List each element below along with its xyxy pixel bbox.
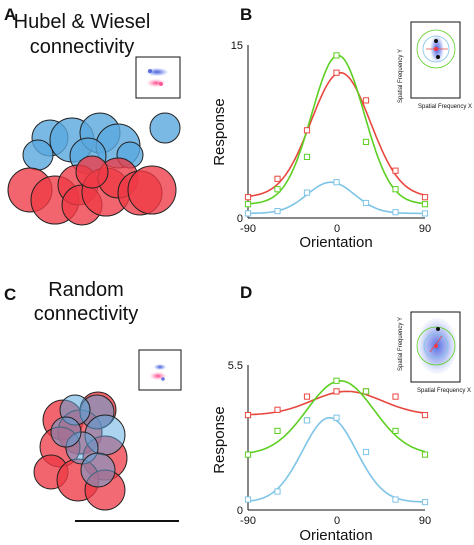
panel-d: D 5.5 0 -90 0 90 Orientation Response Sp… xyxy=(211,283,471,544)
marker-b-red-1 xyxy=(274,175,281,182)
x-tick-b-right: 90 xyxy=(419,223,431,235)
inset-d-x-label: Spatial Frequency X xyxy=(417,388,471,394)
marker-d-blue-0 xyxy=(244,496,252,503)
y-axis-title-d: Response xyxy=(211,406,228,474)
marker-b-green-4 xyxy=(362,138,370,146)
x-tick-b-mid: 0 xyxy=(334,223,340,235)
marker-b-blue-5 xyxy=(392,209,399,216)
y-axis-title-b: Response xyxy=(211,98,228,166)
marker-d-green-4 xyxy=(362,388,370,395)
panel-c: C Random connectivity xyxy=(4,279,182,522)
x-tick-d-mid: 0 xyxy=(334,515,340,527)
x-tick-d-right: 90 xyxy=(419,515,431,527)
panel-a-title-line1: Hubel & Wiesel xyxy=(14,11,151,33)
marker-b-blue-2 xyxy=(303,189,311,196)
marker-b-green-0 xyxy=(244,201,252,208)
marker-b-green-1 xyxy=(274,186,281,193)
marker-d-blue-6 xyxy=(421,499,429,506)
marker-b-green-5 xyxy=(392,186,399,193)
y-tick-b-min: 0 xyxy=(237,213,243,225)
series-markers-b xyxy=(244,52,429,217)
inset-d-y-label: Spatial Frequency Y xyxy=(398,317,404,371)
tuning-chart-b: 15 0 -90 0 90 Orientation Response xyxy=(211,40,431,251)
marker-b-blue-6 xyxy=(421,210,429,217)
marker-d-red-1 xyxy=(274,406,281,413)
marker-b-red-2 xyxy=(303,127,311,134)
panel-letter-b: B xyxy=(240,5,252,24)
marker-d-blue-1 xyxy=(274,488,281,495)
y-tick-d-min: 0 xyxy=(237,505,243,517)
marker-d-blue-5 xyxy=(392,496,399,503)
inset-b-y-label: Spatial Frequency Y xyxy=(398,49,404,103)
spatial-frequency-inset-d: Spatial Frequency Y Spatial Frequency X xyxy=(398,311,471,394)
panel-letter-d: D xyxy=(240,283,252,302)
marker-b-green-3 xyxy=(333,52,340,59)
marker-d-blue-3 xyxy=(333,414,340,421)
marker-d-blue-4 xyxy=(362,448,370,456)
spatial-frequency-inset-b: Spatial Frequency Y Spatial Frequency X xyxy=(398,21,472,110)
panel-letter-c: C xyxy=(4,285,16,304)
x-tick-d-left: -90 xyxy=(240,515,256,527)
panel-c-title-line2: connectivity xyxy=(34,303,139,325)
marker-b-red-4 xyxy=(362,97,370,104)
rf-thumbnail-a xyxy=(135,56,181,99)
marker-b-red-3 xyxy=(333,69,340,76)
marker-d-blue-2 xyxy=(303,417,311,424)
panel-letter-a: A xyxy=(4,5,16,24)
marker-b-blue-1 xyxy=(274,208,281,215)
marker-b-blue-3 xyxy=(333,179,340,186)
marker-d-green-3 xyxy=(333,377,340,384)
x-axis-title-d: Orientation xyxy=(299,527,372,544)
subunit-circles-a xyxy=(7,112,181,226)
marker-b-red-0 xyxy=(244,194,252,201)
tuning-chart-d: 5.5 0 -90 0 90 Orientation Response xyxy=(211,360,431,544)
marker-d-red-2 xyxy=(303,393,311,400)
x-tick-b-left: -90 xyxy=(240,223,256,235)
x-axis-title-b: Orientation xyxy=(299,234,372,251)
marker-b-green-2 xyxy=(303,153,311,161)
subunit-circles-c xyxy=(33,391,128,511)
panel-a: A Hubel & Wiesel connectivity xyxy=(4,5,181,226)
marker-d-green-0 xyxy=(244,451,252,458)
marker-d-red-3 xyxy=(333,388,340,395)
inset-b-x-label: Spatial Frequency X xyxy=(418,104,472,110)
marker-d-red-5 xyxy=(392,393,399,400)
y-tick-d-max: 5.5 xyxy=(228,360,243,372)
panel-a-title-line2: connectivity xyxy=(30,36,135,58)
marker-d-green-1 xyxy=(274,427,281,434)
marker-b-green-6 xyxy=(421,201,429,208)
marker-b-blue-4 xyxy=(362,199,370,207)
marker-b-red-5 xyxy=(392,167,399,174)
rf-thumbnail-c xyxy=(138,349,182,391)
panel-b: B 15 0 -90 0 90 Orientation Response Spa… xyxy=(211,5,472,251)
marker-d-red-6 xyxy=(421,412,429,419)
marker-d-green-6 xyxy=(421,451,429,458)
series-markers-d xyxy=(244,377,429,506)
marker-b-red-6 xyxy=(421,194,429,201)
y-tick-b-max: 15 xyxy=(231,40,243,52)
panel-c-title-line1: Random xyxy=(48,279,124,301)
marker-d-red-0 xyxy=(244,412,252,419)
marker-d-green-5 xyxy=(392,427,399,434)
marker-b-blue-0 xyxy=(244,210,252,217)
